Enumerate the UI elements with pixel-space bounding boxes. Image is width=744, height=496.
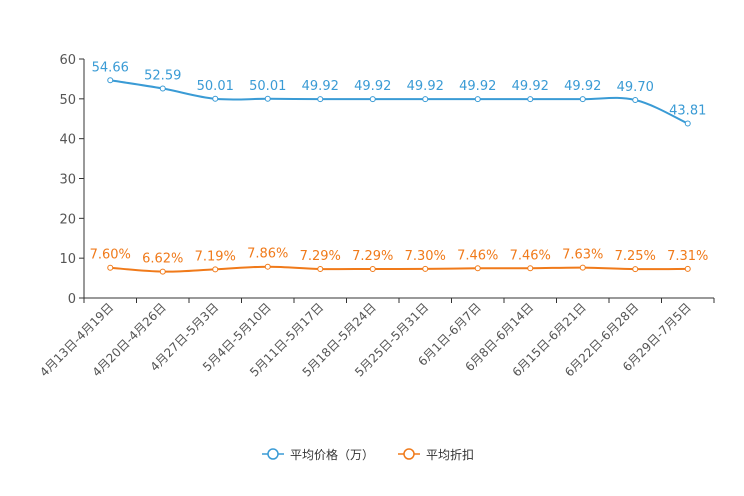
data-point bbox=[474, 96, 481, 103]
data-label: 49.92 bbox=[407, 79, 444, 94]
data-label: 7.60% bbox=[90, 248, 131, 263]
data-point bbox=[317, 96, 324, 103]
data-point bbox=[212, 95, 219, 102]
data-point bbox=[684, 120, 691, 127]
y-tick-label: 20 bbox=[59, 212, 76, 227]
legend-swatch-marker bbox=[267, 448, 279, 460]
data-point bbox=[317, 265, 324, 272]
series-line-avg-price bbox=[110, 79, 689, 125]
data-label: 49.92 bbox=[564, 79, 601, 94]
data-label: 7.29% bbox=[300, 249, 341, 264]
data-point bbox=[212, 266, 219, 273]
series-line-avg-discount bbox=[110, 265, 688, 273]
data-label: 49.70 bbox=[617, 80, 654, 95]
data-point bbox=[579, 264, 586, 271]
data-label: 49.92 bbox=[302, 79, 339, 94]
data-point bbox=[159, 268, 166, 275]
data-label: 54.66 bbox=[92, 60, 129, 75]
data-label: 49.92 bbox=[512, 79, 549, 94]
y-tick-label: 60 bbox=[59, 53, 76, 68]
data-point bbox=[422, 96, 429, 103]
data-label: 7.19% bbox=[195, 249, 236, 264]
data-label: 7.63% bbox=[562, 248, 603, 263]
y-tick-label: 10 bbox=[59, 252, 76, 267]
data-label: 50.01 bbox=[197, 79, 234, 94]
data-point bbox=[369, 96, 376, 103]
data-label: 7.46% bbox=[457, 248, 498, 263]
data-point bbox=[422, 265, 429, 272]
data-point bbox=[474, 265, 481, 272]
data-label: 7.46% bbox=[510, 248, 551, 263]
data-point bbox=[159, 85, 166, 92]
y-tick-label: 0 bbox=[68, 292, 76, 307]
data-label: 7.25% bbox=[615, 249, 656, 264]
data-point bbox=[579, 96, 586, 103]
data-point bbox=[632, 266, 639, 273]
data-point bbox=[107, 77, 114, 84]
data-label: 6.62% bbox=[142, 252, 183, 267]
data-point bbox=[527, 265, 534, 272]
data-label: 7.29% bbox=[352, 249, 393, 264]
data-point bbox=[264, 263, 271, 270]
data-point bbox=[264, 95, 271, 102]
data-label: 7.31% bbox=[667, 249, 708, 264]
y-tick-label: 50 bbox=[59, 93, 76, 108]
data-point bbox=[632, 97, 639, 104]
legend-label: 平均价格（万） bbox=[290, 447, 374, 462]
data-point bbox=[369, 265, 376, 272]
data-label: 50.01 bbox=[249, 79, 286, 94]
y-tick-label: 40 bbox=[59, 133, 76, 148]
y-tick-label: 30 bbox=[59, 173, 76, 188]
legend-swatch-marker bbox=[403, 448, 415, 460]
data-point bbox=[107, 264, 114, 271]
data-label: 7.86% bbox=[247, 247, 288, 262]
data-label: 43.81 bbox=[669, 103, 706, 118]
legend-label: 平均折扣 bbox=[426, 447, 474, 462]
data-label: 49.92 bbox=[459, 79, 496, 94]
data-label: 49.92 bbox=[354, 79, 391, 94]
data-label: 52.59 bbox=[144, 69, 181, 84]
data-label: 7.30% bbox=[405, 249, 446, 264]
data-point bbox=[684, 265, 691, 272]
data-point bbox=[527, 96, 534, 103]
